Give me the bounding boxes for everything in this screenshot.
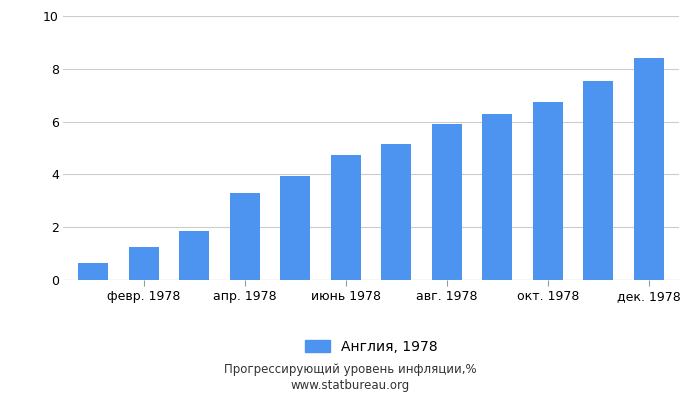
Bar xyxy=(381,144,412,280)
Bar xyxy=(533,102,563,280)
Bar xyxy=(179,231,209,280)
Bar xyxy=(129,247,159,280)
Bar xyxy=(78,263,108,280)
Bar xyxy=(432,124,462,280)
Bar xyxy=(634,58,664,280)
Bar xyxy=(583,81,613,280)
Bar xyxy=(482,114,512,280)
Bar xyxy=(230,193,260,280)
Legend: Англия, 1978: Англия, 1978 xyxy=(304,340,438,354)
Text: Прогрессирующий уровень инфляции,%: Прогрессирующий уровень инфляции,% xyxy=(224,364,476,376)
Bar xyxy=(330,154,361,280)
Text: www.statbureau.org: www.statbureau.org xyxy=(290,380,410,392)
Bar xyxy=(280,176,310,280)
